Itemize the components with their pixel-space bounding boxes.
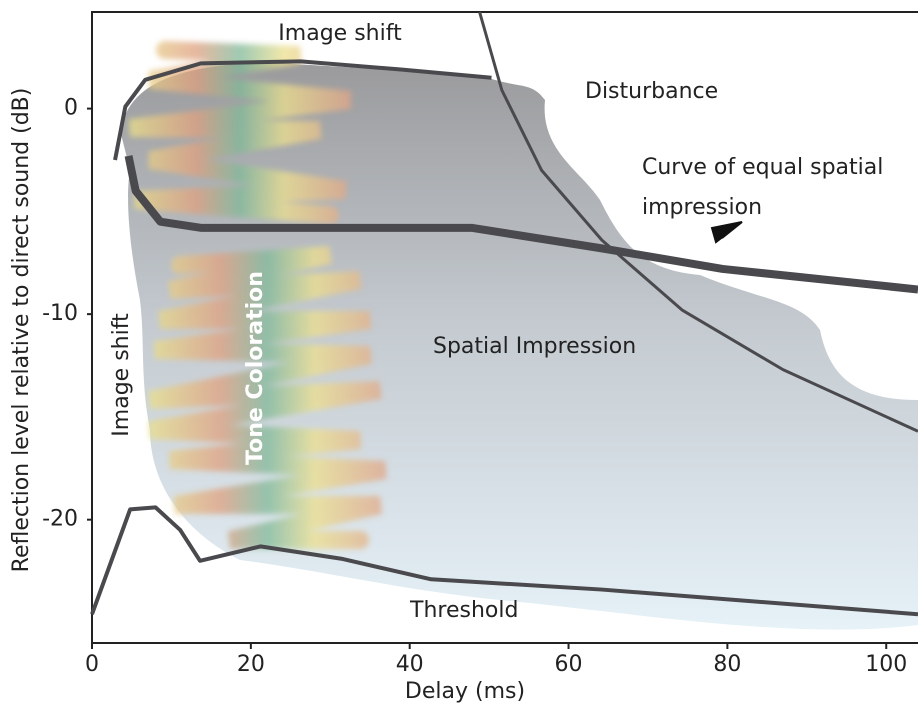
arrow <box>710 221 743 244</box>
x-tick-label: 0 <box>85 652 99 677</box>
tone-coloration-region <box>128 41 387 549</box>
annotation: Image shift <box>109 313 134 437</box>
x-tick-label: 100 <box>865 652 907 677</box>
annotation: Image shift <box>278 21 402 46</box>
y-tick-label: -10 <box>42 301 78 326</box>
curve <box>90 505 918 617</box>
curve <box>478 11 918 433</box>
x-tick-label: 40 <box>396 652 424 677</box>
annotation: Tone Coloration <box>243 271 268 465</box>
annotation-line: Curve of equal spatial <box>642 155 883 180</box>
annotation: Curve of equal spatial impression <box>642 155 883 220</box>
curve <box>113 59 492 161</box>
annotation-line: impression <box>642 195 762 220</box>
annotation: Threshold <box>409 598 518 623</box>
y-tick-label: -20 <box>42 507 78 532</box>
y-axis-label: Reflection level relative to direct soun… <box>9 88 34 573</box>
x-axis-label: Delay (ms) <box>405 679 525 704</box>
curve <box>124 155 918 294</box>
x-tick-label: 60 <box>555 652 583 677</box>
annotation: Spatial Impression <box>433 334 636 359</box>
x-tick-label: 80 <box>713 652 741 677</box>
frame <box>91 11 918 644</box>
y-tick-label: 0 <box>64 96 78 121</box>
x-tick-label: 20 <box>237 652 265 677</box>
annotation: Disturbance <box>585 79 718 104</box>
